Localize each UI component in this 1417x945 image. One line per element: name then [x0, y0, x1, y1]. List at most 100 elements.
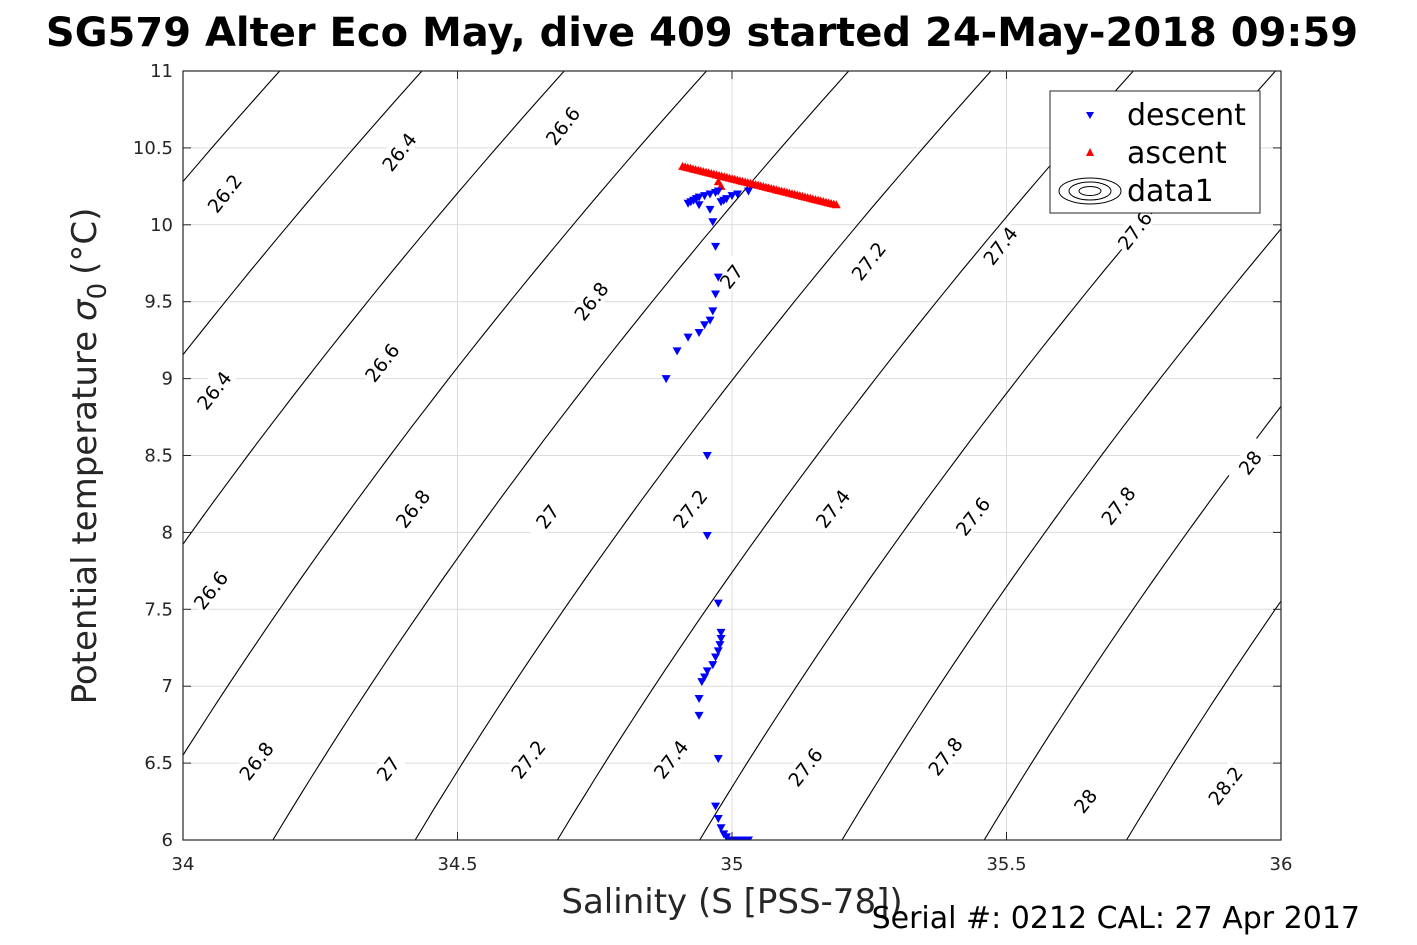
descent-point	[716, 628, 726, 637]
contour-line	[272, 71, 850, 840]
descent-point	[743, 187, 753, 196]
y-tick-label: 7.5	[144, 599, 173, 620]
contour-label-bg	[190, 364, 237, 415]
contour-line	[183, 71, 708, 757]
descent-point	[715, 641, 725, 650]
legend: descent ascent data1	[1049, 90, 1261, 214]
contour-label-bg	[976, 220, 1023, 270]
descent-point	[713, 273, 723, 282]
descent-point	[713, 814, 723, 823]
contour-label-bg	[921, 730, 968, 781]
descent-series	[661, 187, 753, 840]
y-axis-ticks: 6 6.5 7 7.5 8 8.5 9 9.5 10 10.5 11	[133, 61, 1281, 851]
y-axis-label-subscript: 0	[83, 283, 113, 300]
descent-point	[702, 452, 712, 460]
descent-point	[732, 190, 742, 199]
descent-point	[702, 531, 712, 540]
contour-line	[414, 71, 992, 840]
y-tick-label: 10.5	[133, 138, 173, 159]
descent-point	[713, 599, 723, 608]
x-tick-label: 34	[172, 854, 195, 875]
y-tick-label: 8.5	[144, 446, 173, 467]
contour-label-bg	[232, 735, 279, 786]
descent-point	[711, 802, 721, 811]
contour-label-bg	[949, 490, 995, 541]
x-axis-ticks: 34 34.5 35 35.5 36	[172, 71, 1293, 875]
legend-descent-label: descent	[1127, 98, 1246, 133]
descent-point	[694, 201, 704, 210]
descent-point	[705, 316, 715, 325]
descent-point	[708, 661, 718, 670]
y-axis-label-text: Potential temperature	[65, 331, 105, 704]
descent-point	[672, 347, 682, 356]
y-axis-label: Potential temperature σ0 (°C)	[65, 208, 113, 705]
contour-label-bg	[647, 733, 693, 784]
y-tick-label: 10	[150, 215, 173, 236]
y-tick-label: 9.5	[144, 292, 173, 313]
descent-point	[661, 375, 671, 384]
descent-point	[708, 307, 718, 316]
legend-contour-icon	[1058, 177, 1122, 205]
contour-label-bg	[809, 483, 855, 533]
contour-label-bg	[364, 743, 411, 793]
contour-label-bg	[523, 490, 570, 541]
contour-label-bg	[1061, 775, 1108, 826]
descent-point	[694, 193, 704, 202]
legend-box	[1049, 90, 1261, 214]
descent-point	[694, 328, 704, 337]
contour-label-bg	[539, 100, 585, 151]
y-axis-label-symbol: σ	[65, 298, 105, 321]
contour-label-bg	[375, 126, 422, 177]
descent-point	[722, 195, 732, 204]
descent-point	[743, 836, 753, 840]
descent-point	[683, 333, 693, 342]
contour-label-bg	[844, 235, 891, 286]
descent-point	[713, 647, 723, 656]
ascent-series	[678, 161, 841, 209]
contour-label-bg	[358, 337, 405, 387]
contour-line	[183, 71, 565, 546]
descent-point	[702, 667, 712, 676]
x-tick-label: 35.5	[986, 854, 1026, 875]
ascent-point	[831, 200, 841, 209]
y-tick-label: 11	[150, 61, 173, 82]
descent-point	[713, 754, 723, 763]
descent-point	[694, 695, 704, 704]
x-axis-label: Salinity (S [PSS-78])	[561, 882, 902, 922]
descent-point	[705, 205, 715, 214]
chart-title: SG579 Alter Eco May, dive 409 started 24…	[46, 10, 1358, 56]
descent-point	[711, 653, 721, 662]
contour-label-bg	[1201, 760, 1248, 810]
descent-point	[711, 242, 721, 251]
descent-point	[716, 635, 726, 644]
contour-line	[183, 71, 281, 183]
y-tick-label: 8	[162, 522, 173, 543]
descent-point	[700, 192, 710, 201]
descent-point	[700, 673, 710, 682]
y-tick-label: 6.5	[144, 753, 173, 774]
grid	[183, 71, 1281, 840]
descent-point	[713, 187, 723, 196]
legend-data1-label: data1	[1127, 174, 1214, 209]
descent-point	[708, 218, 718, 227]
contour-label-bg	[1094, 480, 1141, 530]
contour-label-bg	[567, 275, 614, 326]
contour-label-bg	[504, 733, 551, 784]
x-tick-label: 36	[1270, 854, 1293, 875]
x-tick-label: 35	[721, 854, 744, 875]
contour-label-bg	[781, 741, 828, 792]
legend-ascent-marker	[1086, 148, 1094, 156]
contour-label-bg	[200, 167, 247, 218]
contour-label-bg	[1111, 204, 1157, 255]
x-tick-label: 34.5	[437, 854, 477, 875]
contour-label-bg	[1226, 437, 1273, 487]
serial-info: Serial #: 0212 CAL: 27 Apr 2017	[872, 901, 1360, 936]
contour-label-bg	[666, 483, 713, 533]
descent-point	[694, 711, 704, 720]
descent-point	[700, 321, 710, 330]
descent-point	[705, 190, 715, 199]
contour-label-bg	[187, 564, 233, 615]
y-tick-label: 9	[162, 369, 173, 390]
descent-point	[716, 824, 726, 833]
